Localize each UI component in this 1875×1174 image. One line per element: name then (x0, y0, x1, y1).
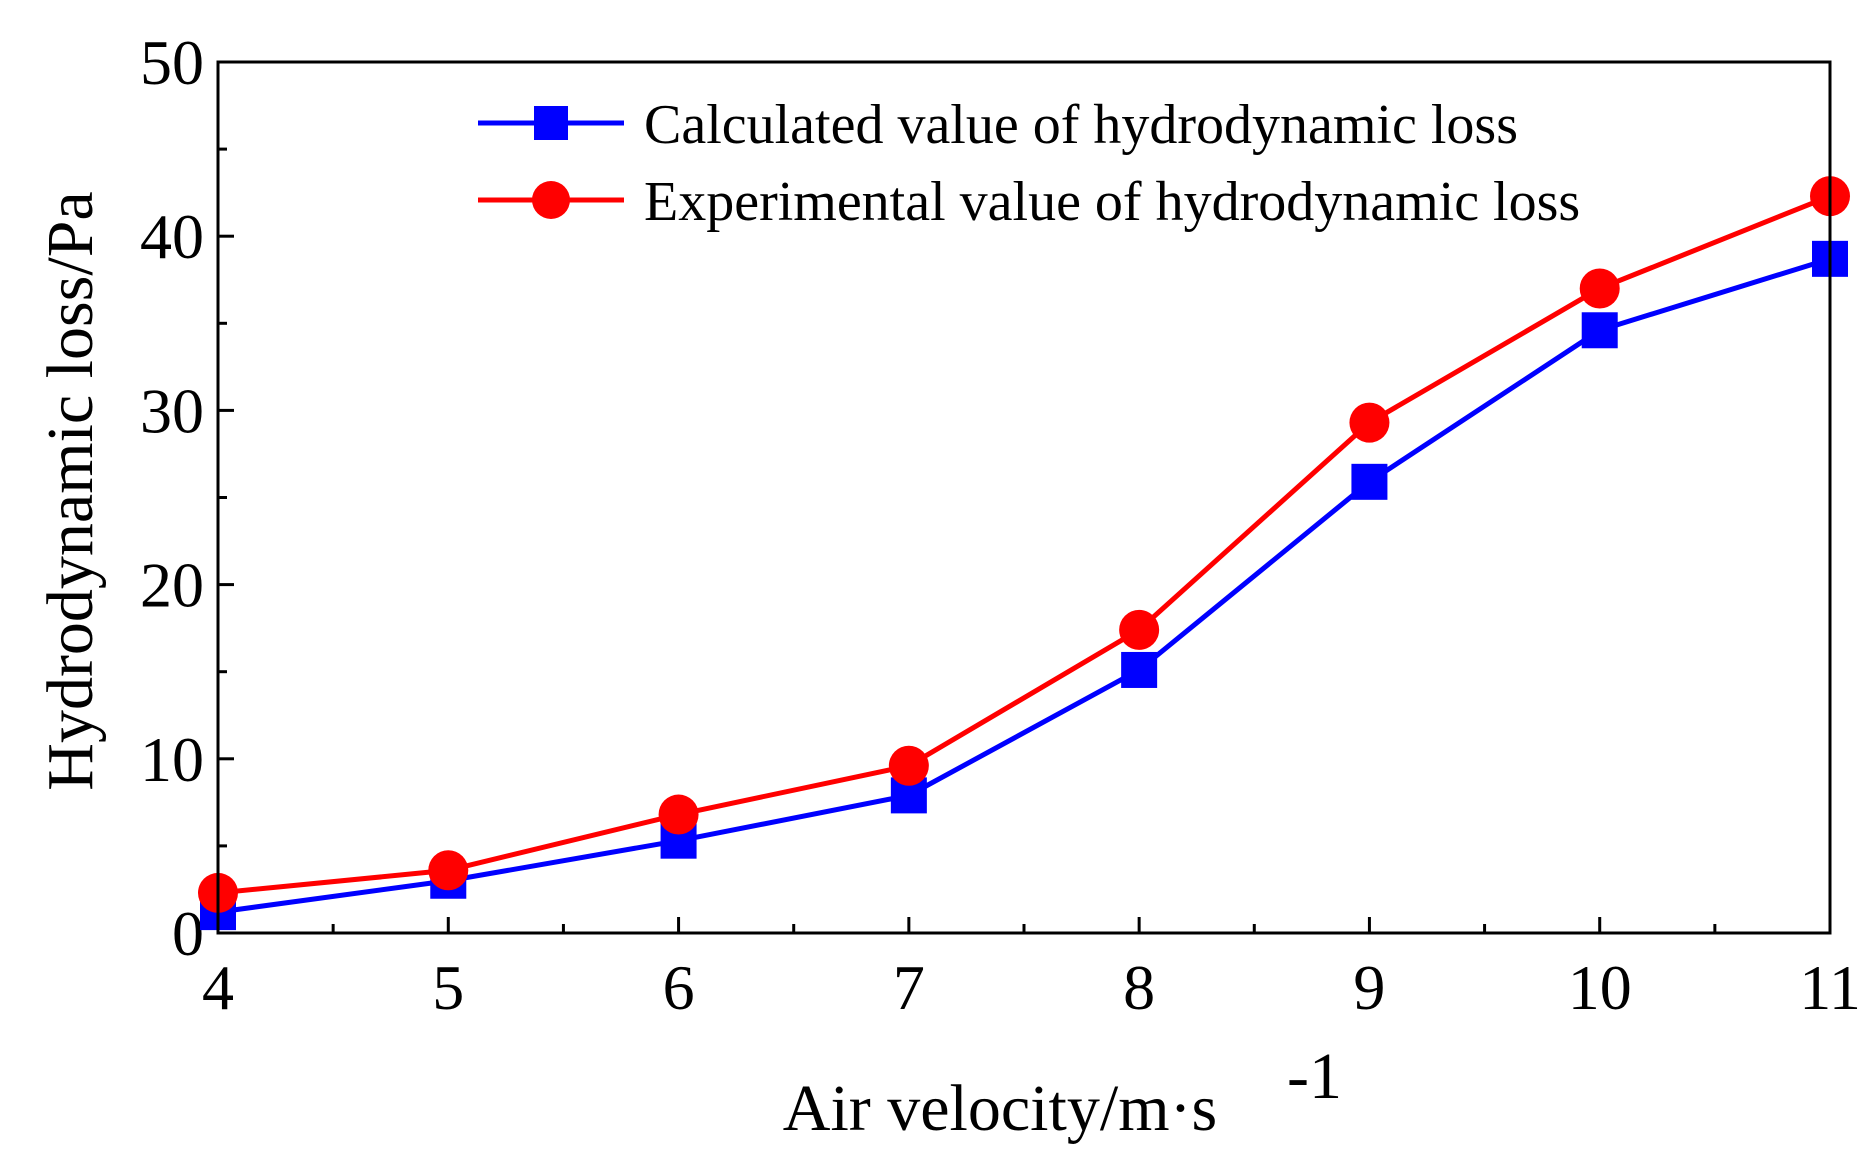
x-tick-label: 7 (893, 952, 925, 1023)
data-point (1121, 651, 1158, 688)
data-point (1579, 268, 1620, 309)
data-point (888, 745, 929, 786)
data-point (658, 794, 699, 835)
x-tick-label: 10 (1568, 952, 1632, 1023)
legend-label: Experimental value of hydrodynamic loss (644, 171, 1580, 233)
legend: Calculated value of hydrodynamic loss Exp… (478, 94, 1580, 233)
series-line (217, 193, 1831, 896)
y-tick-label: 0 (172, 898, 204, 969)
legend-item: Calculated value of hydrodynamic loss (478, 94, 1518, 156)
legend-label: Calculated value of hydrodynamic loss (644, 94, 1518, 156)
x-tick-label: 11 (1799, 952, 1861, 1023)
data-point (428, 850, 469, 891)
data-point (1351, 463, 1388, 500)
legend-item: Experimental value of hydrodynamic loss (478, 171, 1580, 233)
y-tick-label: 40 (140, 201, 204, 272)
series-2 (198, 176, 1850, 913)
y-axis-label: Hydrodynamic loss/Pa (34, 191, 107, 790)
x-axis-title: Air velocity/m·s -1 (783, 1040, 1342, 1145)
series-line (217, 256, 1831, 915)
x-tick-label: 4 (202, 952, 234, 1023)
x-tick-label: 8 (1123, 952, 1155, 1023)
y-tick-label: 50 (140, 27, 204, 98)
plot-frame (216, 60, 1832, 935)
y-tick-label: 30 (140, 375, 204, 446)
tick-labels: 4 5 6 7 8 9 10 11 0 10 20 30 40 50 (140, 27, 1861, 1023)
x-axis-label-superscript: -1 (1287, 1040, 1342, 1113)
y-tick-label: 10 (140, 724, 204, 795)
data-point (1349, 402, 1390, 443)
legend-marker (534, 106, 568, 140)
y-tick-label: 20 (140, 550, 204, 621)
data-point (1119, 609, 1160, 650)
series-1 (200, 240, 1848, 931)
x-tick-label: 6 (663, 952, 695, 1023)
legend-marker (532, 181, 570, 219)
x-tick-label: 9 (1353, 952, 1385, 1023)
data-point (1581, 312, 1618, 349)
x-tick-label: 5 (432, 952, 464, 1023)
x-axis-label: Air velocity/m·s (783, 1072, 1217, 1145)
series-layer (198, 176, 1850, 931)
